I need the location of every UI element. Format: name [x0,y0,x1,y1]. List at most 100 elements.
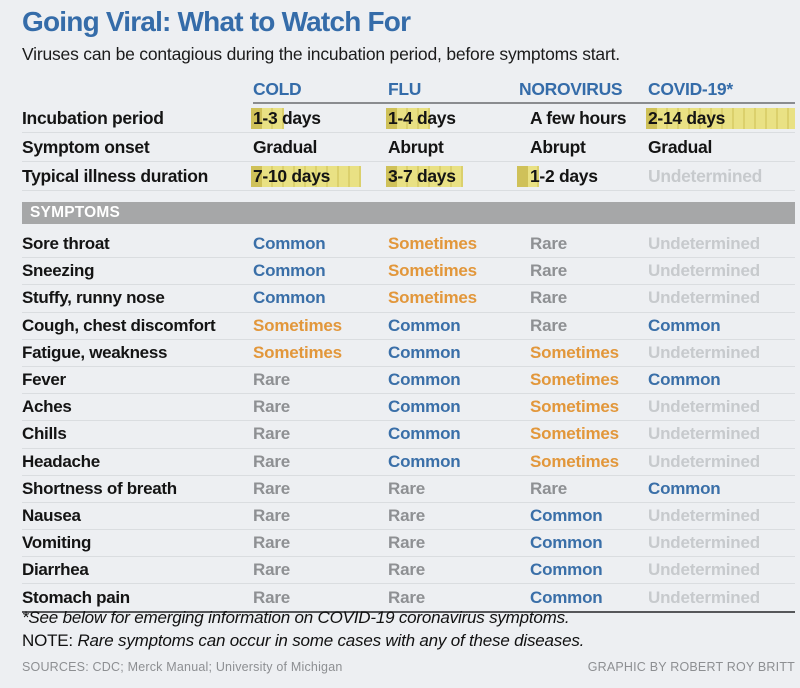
symptom-cell-value: Sometimes [388,288,477,308]
symptom-cell-value: Common [253,288,326,308]
symptom-row-label: Diarrhea [22,560,89,580]
overview-cell-value: Abrupt [530,137,586,157]
duration-bar [251,108,284,129]
symptom-cell-value: Common [253,234,326,254]
symptoms-band: SYMPTOMS [22,202,795,224]
symptom-cell-value: Rare [253,451,291,471]
symptom-row: Vomiting Rare Rare Common Undetermined [22,529,795,556]
symptom-cell-value: Rare [530,315,568,335]
overview-cell-value: A few hours [530,108,627,128]
symptom-cell-value: Undetermined [648,397,760,417]
page-subtitle: Viruses can be contagious during the inc… [22,44,620,64]
symptom-cell-value: Sometimes [253,342,342,362]
overview-cell-value: 7-10 days [253,166,331,186]
symptom-cell-value: Common [530,587,603,607]
symptom-row-label: Sneezing [22,261,95,281]
symptom-row: Chills Rare Common Sometimes Undetermined [22,420,795,447]
column-header-norovirus: NOROVIRUS [519,79,623,99]
symptom-cell-value: Common [530,505,603,525]
symptom-cell-value: Sometimes [388,234,477,254]
symptom-cell-value: Rare [253,560,291,580]
symptom-row: Shortness of breath Rare Rare Rare Common [22,474,795,502]
symptom-row-label: Headache [22,451,100,471]
credits-row: SOURCES: CDC; Merck Manual; University o… [22,660,795,674]
symptom-cell-value: Undetermined [648,288,760,308]
symptom-row-label: Cough, chest discomfort [22,315,216,335]
overview-cell: Gradual [648,133,795,161]
symptom-cell-value: Common [648,370,721,390]
symptom-row: Headache Rare Common Sometimes Undetermined [22,447,795,475]
overview-cell-value: Gradual [253,137,318,157]
overview-cell: 3-7 days [386,162,519,190]
overview-cell: Abrupt [388,133,519,161]
symptom-cell-value: Common [648,315,721,335]
symptom-cell-value: Rare [253,505,291,525]
symptom-cell-value: Undetermined [648,261,760,281]
symptom-row: Aches Rare Common Sometimes Undetermined [22,393,795,420]
symptom-cell-value: Rare [530,234,568,254]
footnote-note-text: Rare symptoms can occur in some cases wi… [72,631,585,650]
symptom-cell-value: Rare [388,560,426,580]
symptom-row-label: Stuffy, runny nose [22,288,165,308]
symptom-cell-value: Rare [530,261,568,281]
column-header-row: COLD FLU NOROVIRUS COVID-19* [22,78,795,104]
symptom-cell-value: Sometimes [530,342,619,362]
symptom-row: Nausea Rare Rare Common Undetermined [22,501,795,529]
symptom-cell-value: Rare [253,370,291,390]
symptom-row: Fatigue, weakness Sometimes Common Sometime… [22,338,795,366]
symptom-row: Stuffy, runny nose Common Sometimes Rare Und… [22,284,795,311]
overview-row: Typical illness duration 7-10 days 3-7 day… [22,162,795,191]
overview-cell-value: Abrupt [388,137,444,157]
symptom-cell-value: Common [388,370,461,390]
overview-cell-value: Undetermined [648,166,763,186]
sources-text: SOURCES: CDC; Merck Manual; University o… [22,660,343,674]
symptom-cell-value: Rare [253,533,291,553]
overview-cell-value: 2-14 days [648,108,726,128]
overview-cell-value: 1-3 days [253,108,321,128]
symptom-cell-value: Rare [253,424,291,444]
overview-row-label: Symptom onset [22,136,150,157]
symptom-cell-value: Rare [253,397,291,417]
symptom-cell-value: Rare [253,478,291,498]
symptom-row-label: Vomiting [22,533,92,553]
symptom-cell-value: Common [388,451,461,471]
symptom-cell-value: Undetermined [648,560,760,580]
symptom-cell-value: Common [388,342,461,362]
symptom-row: Diarrhea Rare Rare Common Undetermined [22,556,795,583]
duration-bar [386,166,463,187]
symptom-cell-value: Rare [253,587,291,607]
footnote-asterisk: *See below for emerging information on C… [22,608,570,627]
footnote-note-prefix: NOTE: [22,631,73,650]
symptom-cell-value: Undetermined [648,451,760,471]
symptom-cell-value: Undetermined [648,505,760,525]
overview-cell: 2-14 days [646,104,795,132]
column-header-flu: FLU [388,79,422,99]
symptom-cell-value: Undetermined [648,342,760,362]
symptom-cell-value: Rare [530,478,568,498]
symptom-cell-value: Rare [388,505,426,525]
overview-cell: 1-3 days [251,104,388,132]
symptom-row: Fever Rare Common Sometimes Common [22,365,795,393]
symptom-cell-value: Sometimes [530,451,619,471]
symptom-cell-value: Rare [388,587,426,607]
overview-cell-value: 3-7 days [388,166,456,186]
page-title: Going Viral: What to Watch For [22,6,411,37]
overview-cell: 7-10 days [251,162,388,190]
symptom-row-label: Sore throat [22,234,110,254]
symptom-cell-value: Common [388,397,461,417]
symptom-row-label: Fatigue, weakness [22,342,168,362]
symptom-cell-value: Undetermined [648,587,760,607]
symptom-row-label: Chills [22,424,67,444]
overview-cell-value: 1-4 days [388,108,456,128]
overview-row-label: Incubation period [22,107,164,128]
symptom-cell-value: Sometimes [530,424,619,444]
overview-row: Incubation period 1-3 days 1-4 days A few h… [22,104,795,133]
symptom-row: Stomach pain Rare Rare Common Undetermined [22,583,795,610]
footnotes: *See below for emerging information on C… [22,606,795,652]
overview-cell: Undetermined [648,162,795,190]
overview-cell: A few hours [519,104,648,132]
symptom-cell-value: Common [530,533,603,553]
column-header-covid19: COVID-19* [648,79,733,99]
header-underline [253,102,795,104]
